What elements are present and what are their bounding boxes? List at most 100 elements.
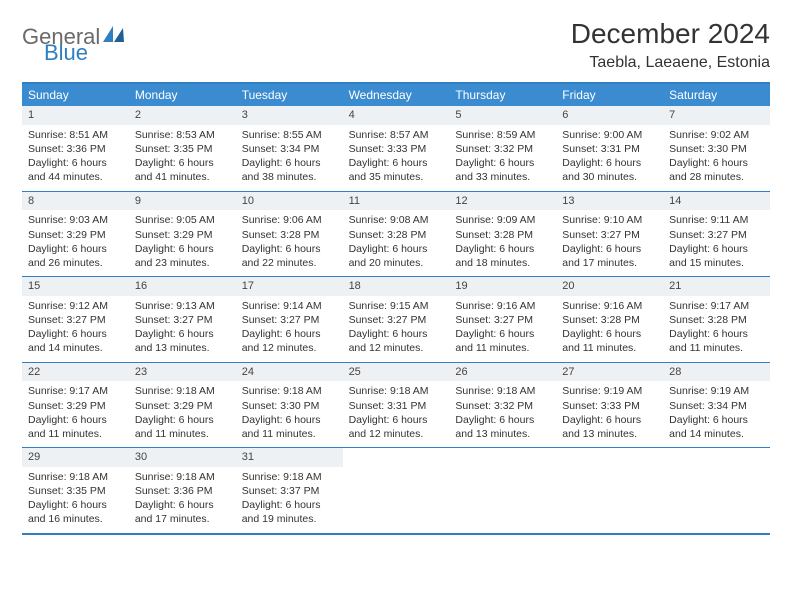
calendar-day-cell: 28Sunrise: 9:19 AMSunset: 3:34 PMDayligh… <box>663 363 770 448</box>
daylight-text: Daylight: 6 hours and 44 minutes. <box>28 156 123 184</box>
day-number: 13 <box>556 192 663 211</box>
calendar-day-cell: 23Sunrise: 9:18 AMSunset: 3:29 PMDayligh… <box>129 363 236 448</box>
day-number: 6 <box>556 106 663 125</box>
calendar-day-cell: 19Sunrise: 9:16 AMSunset: 3:27 PMDayligh… <box>449 277 556 362</box>
calendar-day-cell: 31 Sunrise: 9:18 AMSunset: 3:37 PMDayligh… <box>236 448 343 533</box>
calendar-day-cell: 18Sunrise: 9:15 AMSunset: 3:27 PMDayligh… <box>343 277 450 362</box>
sunrise-text: Sunrise: 8:51 AM <box>28 128 123 142</box>
day-number: 26 <box>449 363 556 382</box>
calendar-day-cell: . <box>556 448 663 533</box>
daylight-text: Daylight: 6 hours and 13 minutes. <box>562 413 657 441</box>
calendar-week: 22Sunrise: 9:17 AMSunset: 3:29 PMDayligh… <box>22 362 770 448</box>
day-number: 30 <box>129 448 236 467</box>
sunset-text: Sunset: 3:29 PM <box>135 399 230 413</box>
sunrise-text: Sunrise: 9:18 AM <box>242 470 337 484</box>
calendar-day-cell: 14Sunrise: 9:11 AMSunset: 3:27 PMDayligh… <box>663 192 770 277</box>
calendar-day-cell: 4Sunrise: 8:57 AMSunset: 3:33 PMDaylight… <box>343 106 450 191</box>
calendar-day-cell: 12Sunrise: 9:09 AMSunset: 3:28 PMDayligh… <box>449 192 556 277</box>
calendar-day-cell: 5Sunrise: 8:59 AMSunset: 3:32 PMDaylight… <box>449 106 556 191</box>
day-number: 28 <box>663 363 770 382</box>
daylight-text: Daylight: 6 hours and 11 minutes. <box>669 327 764 355</box>
calendar-day-cell: 15Sunrise: 9:12 AMSunset: 3:27 PMDayligh… <box>22 277 129 362</box>
sunset-text: Sunset: 3:32 PM <box>455 399 550 413</box>
sunset-text: Sunset: 3:29 PM <box>135 228 230 242</box>
sunset-text: Sunset: 3:27 PM <box>562 228 657 242</box>
daylight-text: Daylight: 6 hours and 33 minutes. <box>455 156 550 184</box>
sunset-text: Sunset: 3:27 PM <box>28 313 123 327</box>
calendar-week: 8Sunrise: 9:03 AMSunset: 3:29 PMDaylight… <box>22 191 770 277</box>
sunset-text: Sunset: 3:27 PM <box>242 313 337 327</box>
daylight-text: Daylight: 6 hours and 11 minutes. <box>135 413 230 441</box>
calendar-day-cell: 9Sunrise: 9:05 AMSunset: 3:29 PMDaylight… <box>129 192 236 277</box>
header: General Blue December 2024 Taebla, Laeae… <box>22 18 770 72</box>
daylight-text: Daylight: 6 hours and 19 minutes. <box>242 498 337 526</box>
calendar-week: 29Sunrise: 9:18 AMSunset: 3:35 PMDayligh… <box>22 447 770 533</box>
day-number: 7 <box>663 106 770 125</box>
sunset-text: Sunset: 3:28 PM <box>562 313 657 327</box>
calendar-day-cell: 27Sunrise: 9:19 AMSunset: 3:33 PMDayligh… <box>556 363 663 448</box>
daylight-text: Daylight: 6 hours and 18 minutes. <box>455 242 550 270</box>
calendar-day-cell: 8Sunrise: 9:03 AMSunset: 3:29 PMDaylight… <box>22 192 129 277</box>
calendar-day-cell: 24Sunrise: 9:18 AMSunset: 3:30 PMDayligh… <box>236 363 343 448</box>
day-number: 24 <box>236 363 343 382</box>
sunset-text: Sunset: 3:37 PM <box>242 484 337 498</box>
sunrise-text: Sunrise: 9:11 AM <box>669 213 764 227</box>
calendar-day-cell: 16Sunrise: 9:13 AMSunset: 3:27 PMDayligh… <box>129 277 236 362</box>
calendar-day-cell: 26 Sunrise: 9:18 AMSunset: 3:32 PMDayligh… <box>449 363 556 448</box>
day-header-cell: Wednesday <box>343 84 450 106</box>
sunrise-text: Sunrise: 9:00 AM <box>562 128 657 142</box>
daylight-text: Daylight: 6 hours and 12 minutes. <box>349 327 444 355</box>
daylight-text: Daylight: 6 hours and 13 minutes. <box>455 413 550 441</box>
daylight-text: Daylight: 6 hours and 38 minutes. <box>242 156 337 184</box>
day-number: 31 <box>236 448 343 467</box>
sunset-text: Sunset: 3:36 PM <box>135 484 230 498</box>
sunrise-text: Sunrise: 9:18 AM <box>242 384 337 398</box>
day-number: 27 <box>556 363 663 382</box>
sunrise-text: Sunrise: 9:03 AM <box>28 213 123 227</box>
sunrise-text: Sunrise: 9:18 AM <box>455 384 550 398</box>
calendar-day-cell: 10Sunrise: 9:06 AMSunset: 3:28 PMDayligh… <box>236 192 343 277</box>
sunrise-text: Sunrise: 9:16 AM <box>562 299 657 313</box>
sunrise-text: Sunrise: 9:12 AM <box>28 299 123 313</box>
daylight-text: Daylight: 6 hours and 14 minutes. <box>28 327 123 355</box>
daylight-text: Daylight: 6 hours and 35 minutes. <box>349 156 444 184</box>
day-number: 18 <box>343 277 450 296</box>
logo: General Blue <box>22 18 125 63</box>
sunrise-text: Sunrise: 9:17 AM <box>669 299 764 313</box>
calendar-day-cell: 29Sunrise: 9:18 AMSunset: 3:35 PMDayligh… <box>22 448 129 533</box>
calendar-week: 1Sunrise: 8:51 AMSunset: 3:36 PMDaylight… <box>22 106 770 191</box>
title-block: December 2024 Taebla, Laeaene, Estonia <box>571 18 770 72</box>
calendar-day-cell: 22Sunrise: 9:17 AMSunset: 3:29 PMDayligh… <box>22 363 129 448</box>
sunset-text: Sunset: 3:34 PM <box>242 142 337 156</box>
day-number: 21 <box>663 277 770 296</box>
sunrise-text: Sunrise: 9:18 AM <box>135 470 230 484</box>
sunrise-text: Sunrise: 9:02 AM <box>669 128 764 142</box>
sunset-text: Sunset: 3:30 PM <box>669 142 764 156</box>
day-number: 16 <box>129 277 236 296</box>
sunrise-text: Sunrise: 9:17 AM <box>28 384 123 398</box>
daylight-text: Daylight: 6 hours and 28 minutes. <box>669 156 764 184</box>
day-number: 10 <box>236 192 343 211</box>
daylight-text: Daylight: 6 hours and 12 minutes. <box>349 413 444 441</box>
day-header-cell: Thursday <box>449 84 556 106</box>
day-header-cell: Sunday <box>22 84 129 106</box>
calendar-day-cell: 25Sunrise: 9:18 AMSunset: 3:31 PMDayligh… <box>343 363 450 448</box>
daylight-text: Daylight: 6 hours and 14 minutes. <box>669 413 764 441</box>
sunset-text: Sunset: 3:31 PM <box>349 399 444 413</box>
day-number: 12 <box>449 192 556 211</box>
sunrise-text: Sunrise: 9:05 AM <box>135 213 230 227</box>
day-header-cell: Monday <box>129 84 236 106</box>
day-number: 3 <box>236 106 343 125</box>
day-header-row: SundayMondayTuesdayWednesdayThursdayFrid… <box>22 84 770 106</box>
daylight-text: Daylight: 6 hours and 41 minutes. <box>135 156 230 184</box>
sunrise-text: Sunrise: 8:57 AM <box>349 128 444 142</box>
sunset-text: Sunset: 3:32 PM <box>455 142 550 156</box>
calendar: SundayMondayTuesdayWednesdayThursdayFrid… <box>22 82 770 535</box>
day-number: 4 <box>343 106 450 125</box>
sunset-text: Sunset: 3:30 PM <box>242 399 337 413</box>
calendar-day-cell: 2Sunrise: 8:53 AMSunset: 3:35 PMDaylight… <box>129 106 236 191</box>
sunset-text: Sunset: 3:35 PM <box>135 142 230 156</box>
sunset-text: Sunset: 3:27 PM <box>455 313 550 327</box>
sunset-text: Sunset: 3:27 PM <box>669 228 764 242</box>
daylight-text: Daylight: 6 hours and 11 minutes. <box>562 327 657 355</box>
